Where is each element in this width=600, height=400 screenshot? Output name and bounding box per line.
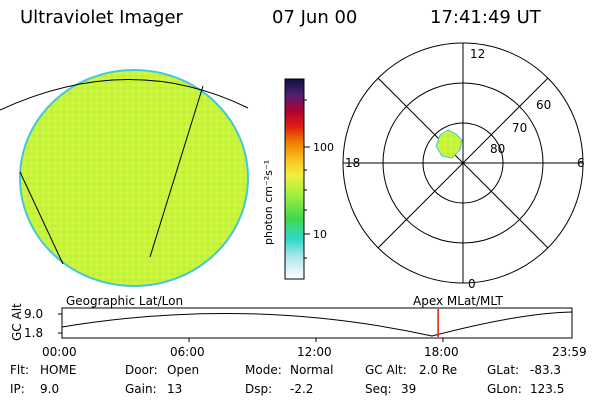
- time-readout: 17:41:49 UT: [430, 7, 541, 28]
- glon-label: GLon:: [487, 382, 522, 396]
- uv-image-disk: [0, 69, 249, 287]
- altitude-plot: [58, 307, 573, 342]
- dsp-label: Dsp:: [245, 382, 273, 396]
- dsp-value: -2.2: [290, 382, 314, 396]
- y-tick-9: 9.0: [24, 307, 44, 321]
- glat-value: -83.3: [530, 363, 562, 377]
- colorbar-unit-label: photon cm⁻²s⁻¹: [262, 159, 275, 245]
- glat-label: GLat:: [487, 363, 520, 377]
- x-tick-1200: 12:00: [297, 345, 332, 359]
- door-label: Door:: [125, 363, 158, 377]
- polar-plot: [342, 42, 584, 284]
- geographic-title: Geographic Lat/Lon: [66, 294, 184, 308]
- seq-value: 39: [401, 382, 417, 396]
- ip-label: IP:: [10, 382, 25, 396]
- mlt-label-0: 0: [468, 277, 476, 291]
- mode-label: Mode:: [245, 363, 282, 377]
- lat-label-60: 60: [536, 98, 552, 112]
- date-readout: 07 Jun 00: [272, 7, 358, 28]
- gc-alt-label: GC Alt:: [365, 363, 407, 377]
- x-tick-0000: 00:00: [42, 345, 77, 359]
- mlt-label-12: 12: [470, 47, 486, 61]
- x-tick-1800: 18:00: [424, 345, 459, 359]
- mlt-label-6: 6: [577, 156, 585, 170]
- colorbar: [284, 78, 310, 280]
- gain-label: Gain:: [125, 382, 157, 396]
- ip-value: 9.0: [40, 382, 60, 396]
- glon-value: 123.5: [530, 382, 565, 396]
- mode-value: Normal: [290, 363, 334, 377]
- colorbar-tick-100: 100: [313, 141, 334, 154]
- seq-label: Seq:: [365, 382, 392, 396]
- y-tick-1-8: 1.8: [24, 326, 44, 340]
- y-axis-label: GC Alt: [10, 303, 24, 341]
- x-tick-0600: 06:00: [170, 345, 205, 359]
- x-tick-2359: 23:59: [552, 345, 587, 359]
- auroral-patch: [435, 129, 463, 159]
- flt-label: Flt:: [10, 363, 29, 377]
- window-title: Ultraviolet Imager: [20, 7, 183, 28]
- mlt-label-18: 18: [345, 156, 361, 170]
- apex-title: Apex MLat/MLT: [413, 294, 503, 308]
- gc-alt-value: 2.0 Re: [419, 363, 458, 377]
- gain-value: 13: [167, 382, 183, 396]
- colorbar-tick-10: 10: [313, 228, 327, 241]
- door-value: Open: [167, 363, 200, 377]
- lat-label-70: 70: [512, 121, 528, 135]
- lat-label-80: 80: [490, 142, 506, 156]
- flt-value: HOME: [40, 363, 77, 377]
